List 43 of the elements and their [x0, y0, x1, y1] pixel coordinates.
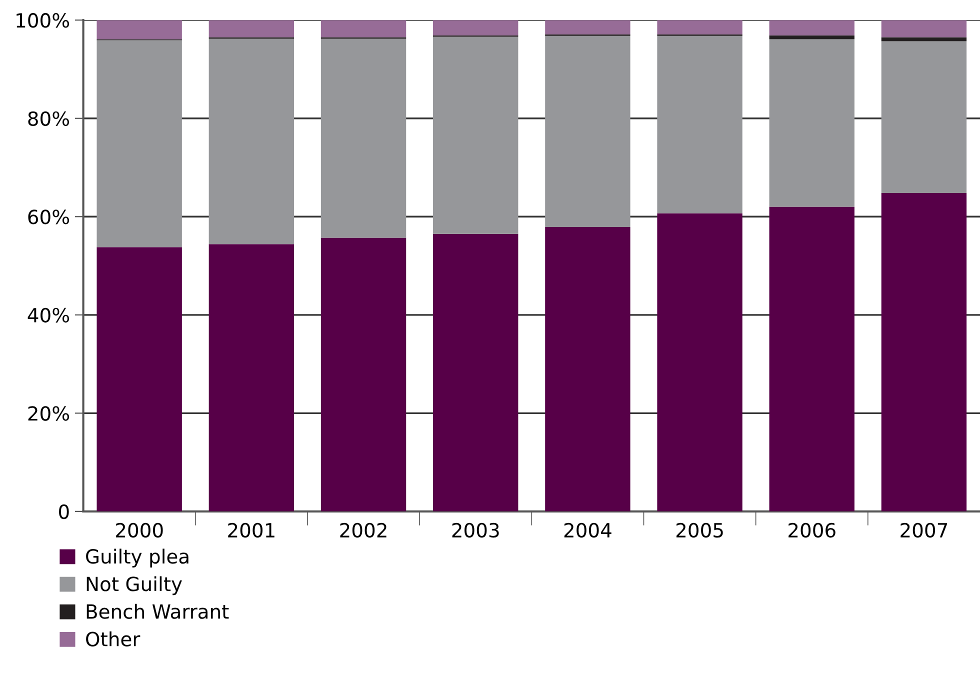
y-tick-label: 100%	[16, 13, 70, 28]
bar	[769, 20, 854, 36]
bar	[320, 238, 406, 512]
legend-label: Other	[86, 631, 140, 646]
bar	[208, 38, 294, 244]
bar	[545, 226, 630, 512]
bar	[545, 20, 630, 34]
y-tick-label: 40%	[28, 308, 70, 323]
x-tick-label: 2007	[900, 522, 948, 538]
y-tick-label: 0	[59, 504, 69, 520]
bar	[769, 206, 854, 512]
bar	[96, 247, 182, 512]
bar	[433, 234, 518, 512]
x-tick-label: 2001	[228, 522, 274, 538]
legend-label: Guilty plea	[86, 548, 188, 568]
bar	[657, 36, 742, 214]
bar	[657, 20, 742, 34]
x-tick-label: 2005	[676, 522, 723, 538]
x-tick-label: 2000	[116, 522, 163, 538]
bar	[208, 244, 294, 512]
y-tick-label: 80%	[28, 111, 70, 126]
x-tick-label: 2006	[788, 522, 836, 538]
bar	[545, 36, 630, 227]
x-tick-label: 2004	[564, 522, 612, 538]
x-tick-label: 2003	[452, 522, 499, 538]
legend-label: Bench Warrant	[86, 604, 229, 619]
bar	[320, 38, 406, 238]
bar	[320, 20, 406, 38]
bar	[881, 41, 967, 194]
bar	[96, 20, 182, 40]
bar	[433, 36, 518, 234]
y-tick-label: 20%	[28, 406, 70, 421]
bar	[96, 40, 182, 248]
bar	[769, 35, 854, 40]
y-tick-label: 60%	[28, 210, 70, 224]
x-tick-label: 2002	[340, 522, 386, 538]
bar	[881, 193, 967, 512]
bar	[657, 213, 742, 512]
legend-label: Not Guilty	[86, 576, 182, 596]
bar	[208, 20, 294, 38]
bar	[881, 20, 967, 38]
bar	[433, 20, 518, 36]
bar	[769, 39, 854, 207]
